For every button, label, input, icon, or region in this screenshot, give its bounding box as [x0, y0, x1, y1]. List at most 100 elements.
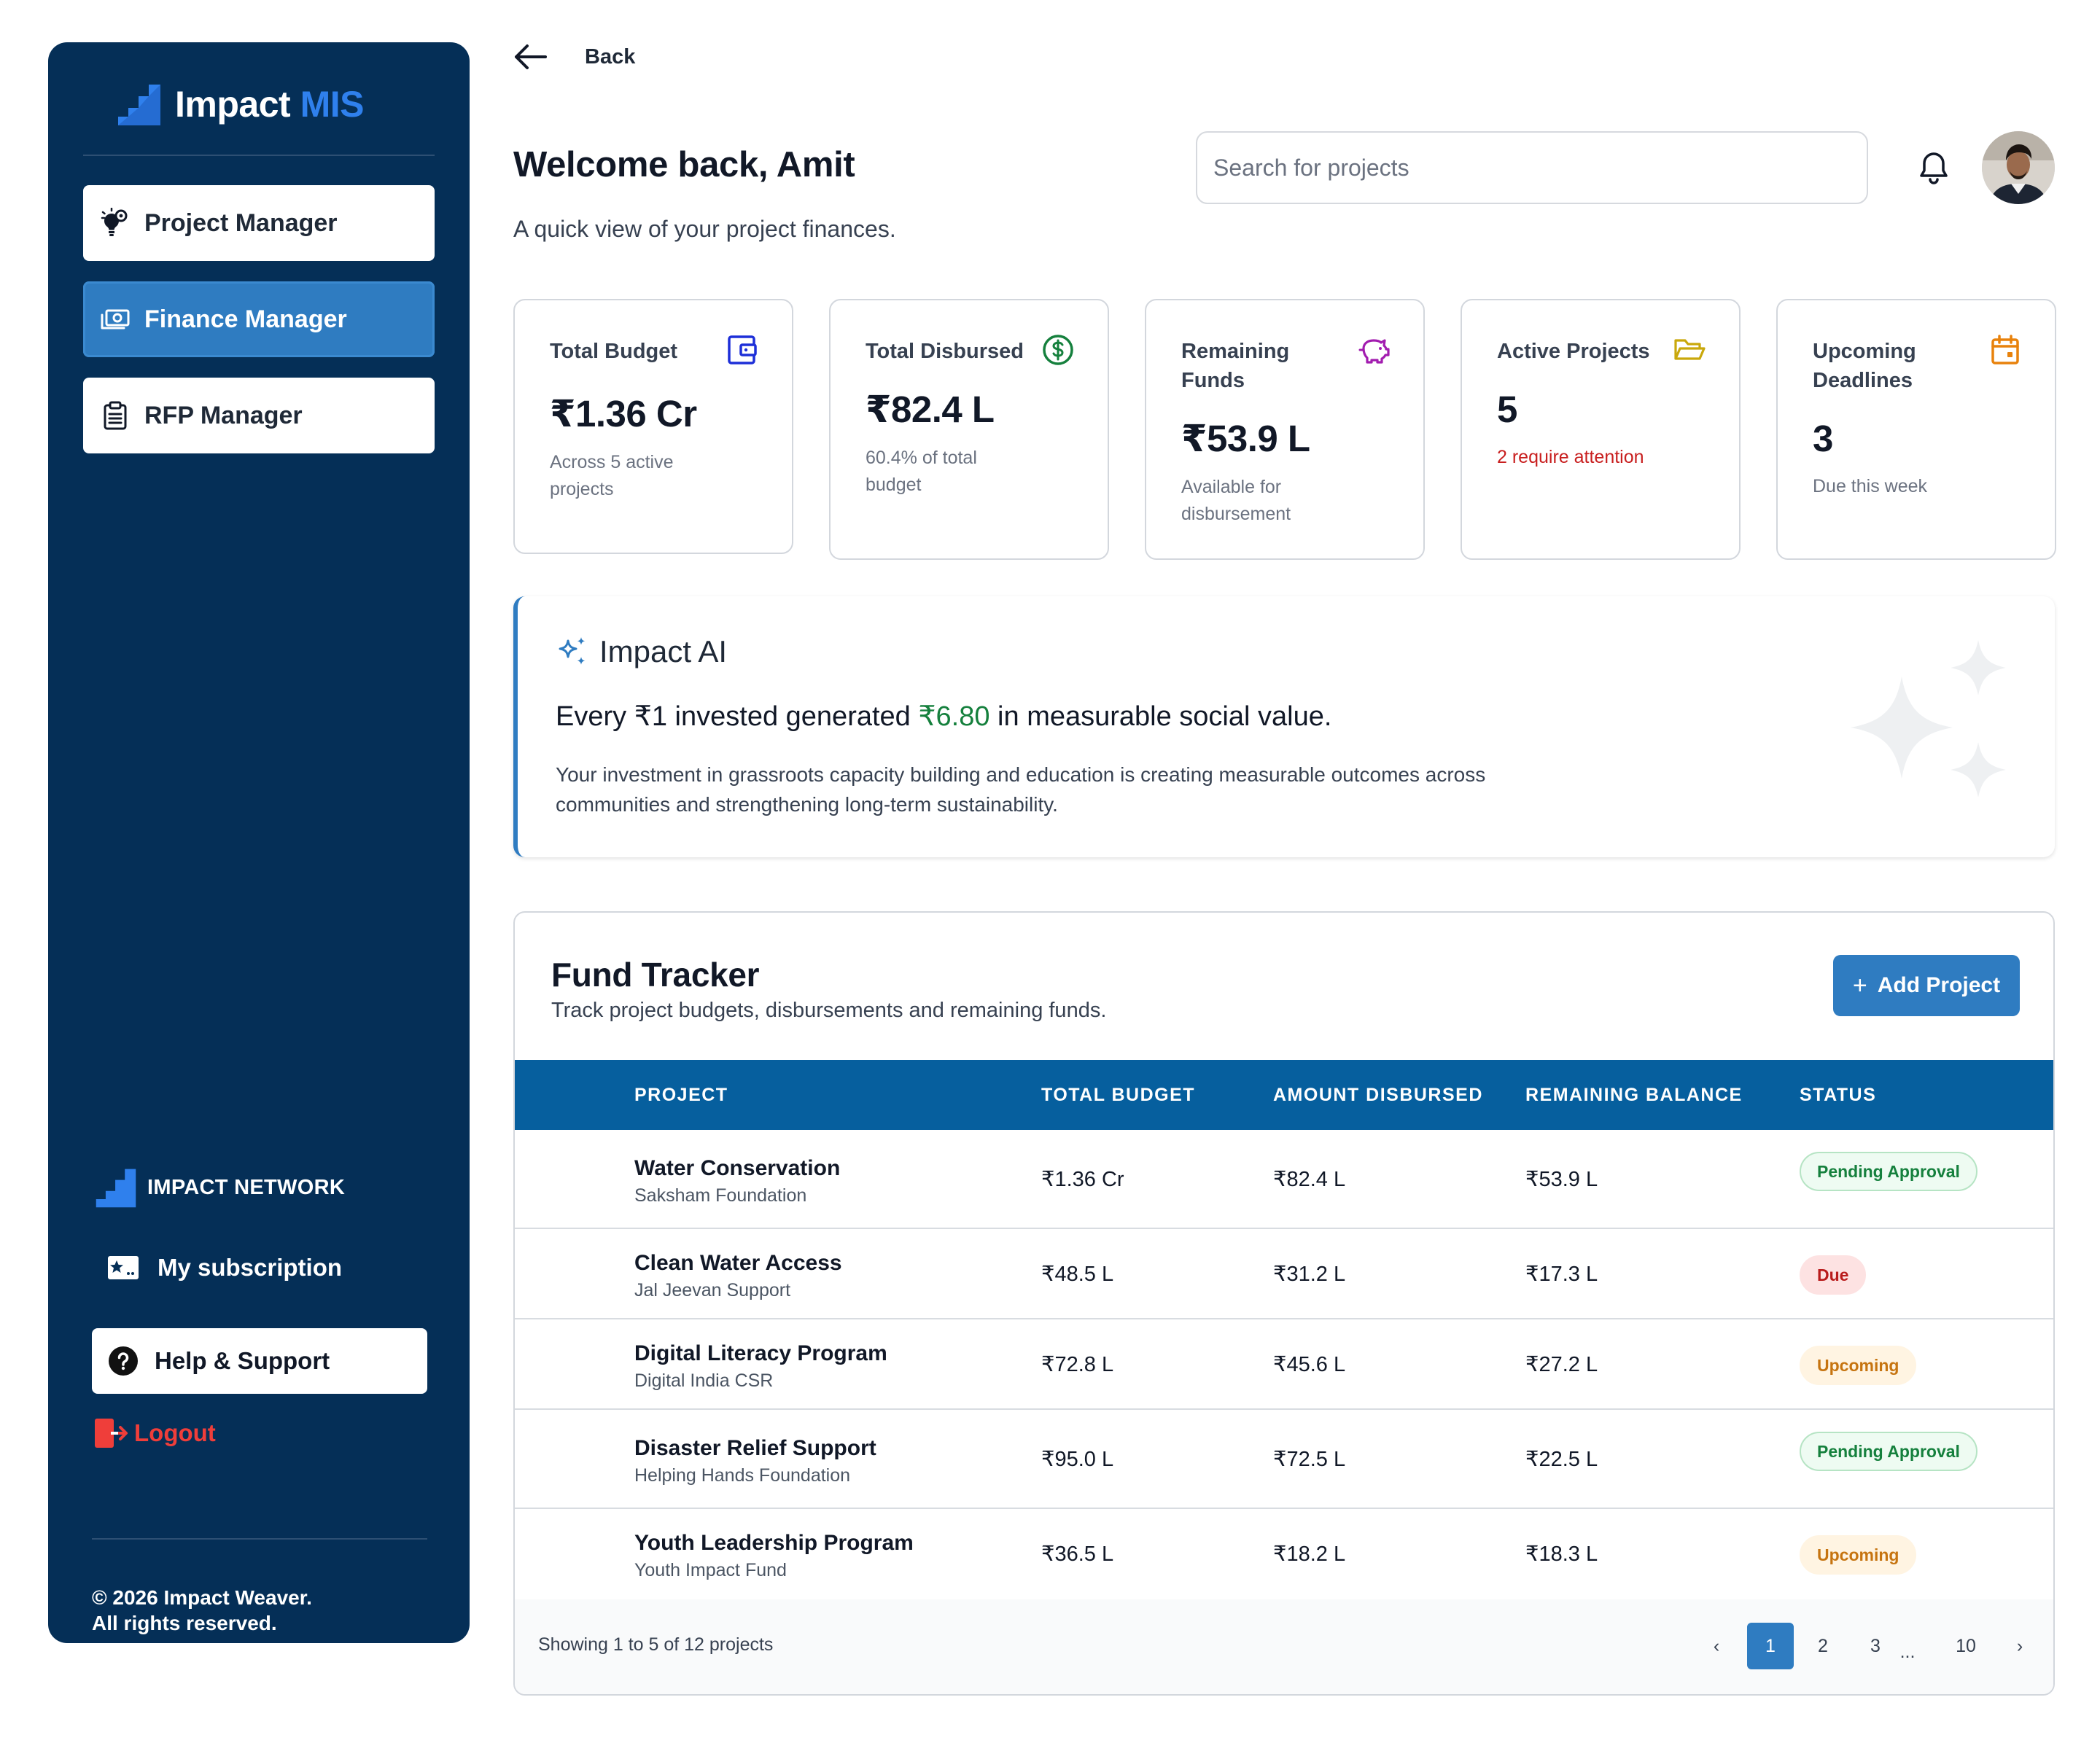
search-input[interactable] — [1196, 131, 1868, 204]
remaining-balance-cell: ₹53.9 L — [1525, 1168, 1598, 1191]
page-button-1[interactable]: 1 — [1747, 1623, 1794, 1669]
sidebar: Impact MIS Project Manager Finance Manag… — [48, 42, 470, 1643]
remaining-balance-cell: ₹22.5 L — [1525, 1448, 1598, 1471]
showing-count: Showing 1 to 5 of 12 projects — [538, 1634, 774, 1655]
page-subtitle: A quick view of your project finances. — [513, 216, 896, 242]
impact-ai-panel: Impact AI Every ₹1 invested generated ₹6… — [513, 596, 2055, 857]
fund-tracker-title: Fund Tracker — [551, 956, 760, 994]
project-name: Water Conservation — [634, 1156, 841, 1180]
sidebar-item-rfp-manager[interactable]: RFP Manager — [83, 378, 435, 453]
project-org: Helping Hands Foundation — [634, 1465, 851, 1486]
bell-icon[interactable] — [1918, 150, 1950, 185]
table-row[interactable]: Water Conservation Saksham Foundation ₹1… — [515, 1130, 2053, 1229]
logout-button[interactable]: Logout — [93, 1417, 216, 1449]
status-badge: Pending Approval — [1800, 1152, 1978, 1191]
amount-disbursed-cell: ₹82.4 L — [1273, 1168, 1346, 1191]
amount-disbursed-cell: ₹45.6 L — [1273, 1353, 1346, 1376]
column-header-status[interactable]: STATUS — [1800, 1085, 1877, 1105]
sidebar-item-label: Finance Manager — [144, 305, 347, 333]
my-subscription-link[interactable]: My subscription — [106, 1254, 342, 1282]
clipboard-icon — [99, 399, 131, 432]
project-cell: Youth Leadership Program Youth Impact Fu… — [634, 1531, 914, 1581]
page-button-10[interactable]: 10 — [1956, 1636, 1976, 1656]
chevron-left-icon[interactable]: ‹ — [1713, 1636, 1720, 1656]
sidebar-item-project-manager[interactable]: Project Manager — [83, 185, 435, 261]
project-name: Disaster Relief Support — [634, 1436, 876, 1460]
chevron-right-icon[interactable]: › — [2016, 1636, 2023, 1656]
copyright-line: © 2026 Impact Weaver. — [92, 1586, 312, 1609]
add-project-button[interactable]: + Add Project — [1833, 955, 2020, 1016]
add-project-label: Add Project — [1877, 973, 2001, 997]
status-badge: Upcoming — [1800, 1346, 1917, 1385]
my-subscription-label: My subscription — [158, 1254, 343, 1281]
total-budget-cell: ₹36.5 L — [1041, 1543, 1114, 1566]
money-icon — [99, 303, 131, 335]
column-header-total-budget[interactable]: TOTAL BUDGET — [1041, 1085, 1196, 1105]
avatar[interactable] — [1982, 131, 2055, 204]
stat-card-remaining-funds: Remaining Funds ₹53.9 L Available for di… — [1145, 299, 1425, 560]
back-button[interactable]: Back — [513, 42, 635, 71]
impact-ai-headline: Every ₹1 invested generated ₹6.80 in mea… — [556, 701, 1332, 732]
stat-title: Active Projects — [1497, 340, 1650, 363]
help-support-button[interactable]: Help & Support — [92, 1328, 427, 1394]
sidebar-item-finance-manager[interactable]: Finance Manager — [83, 281, 435, 357]
stat-note: Across 5 active projects — [550, 452, 674, 499]
remaining-balance-cell: ₹18.3 L — [1525, 1543, 1598, 1566]
copyright: © 2026 Impact Weaver. All rights reserve… — [92, 1585, 312, 1636]
stat-value: ₹53.9 L — [1181, 418, 1310, 459]
copyright-line: All rights reserved. — [92, 1612, 277, 1634]
total-budget-cell: ₹48.5 L — [1041, 1263, 1114, 1286]
piggy-bank-icon — [1358, 339, 1390, 364]
table-footer: Showing 1 to 5 of 12 projects ‹ 1 2 3 ..… — [515, 1599, 2053, 1694]
remaining-balance-cell: ₹27.2 L — [1525, 1353, 1598, 1376]
stat-note: Due this week — [1813, 476, 1928, 496]
column-header-remaining-balance[interactable]: REMAINING BALANCE — [1525, 1085, 1743, 1105]
stat-card-total-disbursed: Total Disbursed ₹82.4 L 60.4% of total b… — [829, 299, 1109, 560]
stat-value: 5 — [1497, 389, 1517, 430]
project-org: Youth Impact Fund — [634, 1560, 787, 1580]
fund-tracker-subtitle: Track project budgets, disbursements and… — [551, 999, 1107, 1022]
sidebar-divider — [92, 1538, 427, 1540]
project-cell: Disaster Relief Support Helping Hands Fo… — [634, 1436, 876, 1486]
table-row[interactable]: Digital Literacy Program Digital India C… — [515, 1319, 2053, 1410]
table-row[interactable]: Disaster Relief Support Helping Hands Fo… — [515, 1410, 2053, 1509]
subscription-card-icon — [108, 1256, 139, 1279]
column-header-project[interactable]: PROJECT — [634, 1085, 728, 1105]
sidebar-item-label: RFP Manager — [144, 401, 303, 429]
impact-network-icon — [96, 1169, 136, 1208]
stat-note: Available for disbursement — [1181, 477, 1291, 524]
stat-value: ₹1.36 Cr — [550, 393, 697, 434]
stat-value: ₹82.4 L — [866, 389, 995, 430]
stat-card-active-projects: Active Projects 5 2 require attention — [1461, 299, 1741, 560]
project-name: Clean Water Access — [634, 1251, 842, 1275]
page-button-3[interactable]: 3 — [1870, 1636, 1881, 1656]
help-support-label: Help & Support — [155, 1347, 330, 1374]
stat-note: 60.4% of total budget — [866, 448, 977, 495]
folder-open-icon — [1674, 339, 1706, 360]
impact-ai-description: Your investment in grassroots capacity b… — [556, 763, 1486, 816]
logout-icon — [95, 1419, 128, 1448]
page-button-2[interactable]: 2 — [1818, 1636, 1828, 1656]
stat-value: 3 — [1813, 418, 1833, 459]
total-budget-cell: ₹1.36 Cr — [1041, 1168, 1124, 1191]
status-badge: Due — [1800, 1255, 1867, 1295]
amount-disbursed-cell: ₹18.2 L — [1273, 1543, 1346, 1566]
project-name: Youth Leadership Program — [634, 1531, 914, 1555]
brand-logo[interactable]: Impact MIS — [115, 79, 364, 130]
project-org: Saksham Foundation — [634, 1185, 807, 1206]
project-org: Digital India CSR — [634, 1370, 774, 1391]
page-title: Welcome back, Amit — [513, 145, 855, 184]
project-cell: Digital Literacy Program Digital India C… — [634, 1341, 887, 1392]
impact-logo-icon — [118, 85, 160, 125]
impact-network-link[interactable]: IMPACT NETWORK — [93, 1165, 345, 1210]
table-row[interactable]: Youth Leadership Program Youth Impact Fu… — [515, 1509, 2053, 1599]
total-budget-cell: ₹95.0 L — [1041, 1448, 1114, 1471]
remaining-balance-cell: ₹17.3 L — [1525, 1263, 1598, 1286]
wallet-icon — [728, 335, 757, 364]
arrow-left-icon — [515, 44, 547, 69]
column-header-amount-disbursed[interactable]: AMOUNT DISBURSED — [1273, 1085, 1483, 1105]
table-header: PROJECT TOTAL BUDGET AMOUNT DISBURSED RE… — [515, 1060, 2053, 1130]
table-row[interactable]: Clean Water Access Jal Jeevan Support ₹4… — [515, 1229, 2053, 1319]
amount-disbursed-cell: ₹72.5 L — [1273, 1448, 1346, 1471]
sidebar-item-label: Project Manager — [144, 208, 338, 237]
